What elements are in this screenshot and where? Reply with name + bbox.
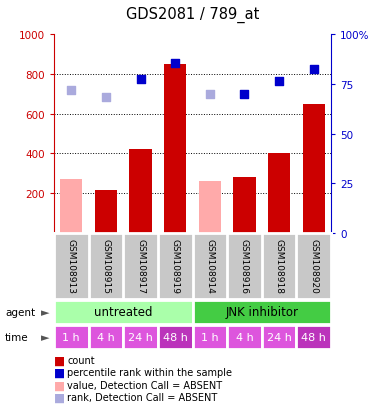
- Point: [137, 76, 144, 83]
- Text: agent: agent: [5, 307, 35, 317]
- Text: ■: ■: [54, 378, 65, 392]
- Bar: [123, 325, 158, 349]
- Text: count: count: [67, 355, 95, 365]
- Bar: [60, 180, 82, 233]
- Point: [311, 66, 317, 73]
- Text: GSM108920: GSM108920: [309, 239, 318, 293]
- Text: ►: ►: [41, 332, 50, 342]
- Bar: [164, 65, 186, 233]
- Text: 1 h: 1 h: [62, 332, 80, 342]
- Text: 48 h: 48 h: [163, 332, 187, 342]
- Point: [68, 87, 74, 94]
- Bar: [199, 182, 221, 233]
- Text: GSM108918: GSM108918: [275, 239, 284, 294]
- Text: 4 h: 4 h: [97, 332, 115, 342]
- Bar: [158, 325, 192, 349]
- Bar: [268, 154, 290, 233]
- Text: ►: ►: [41, 307, 50, 317]
- Bar: [95, 191, 117, 233]
- Bar: [192, 300, 331, 324]
- Text: GSM108915: GSM108915: [101, 239, 110, 294]
- Bar: [262, 325, 296, 349]
- Bar: [303, 104, 325, 233]
- Text: GSM108919: GSM108919: [171, 239, 180, 294]
- Text: time: time: [5, 332, 28, 342]
- Text: ■: ■: [54, 366, 65, 379]
- Point: [241, 91, 248, 98]
- Bar: [54, 325, 89, 349]
- Text: 4 h: 4 h: [236, 332, 253, 342]
- Point: [276, 78, 282, 85]
- Text: rank, Detection Call = ABSENT: rank, Detection Call = ABSENT: [67, 392, 218, 402]
- Text: GSM108917: GSM108917: [136, 239, 145, 294]
- Text: ■: ■: [54, 354, 65, 367]
- Bar: [89, 325, 123, 349]
- Text: GSM108914: GSM108914: [205, 239, 214, 293]
- Point: [103, 94, 109, 101]
- Text: value, Detection Call = ABSENT: value, Detection Call = ABSENT: [67, 380, 223, 390]
- Point: [207, 91, 213, 98]
- Text: GSM108916: GSM108916: [240, 239, 249, 294]
- Text: ■: ■: [54, 391, 65, 404]
- Bar: [233, 178, 256, 233]
- Text: GSM108913: GSM108913: [67, 239, 76, 294]
- Text: untreated: untreated: [94, 306, 152, 319]
- Text: 1 h: 1 h: [201, 332, 219, 342]
- Bar: [129, 150, 152, 233]
- Bar: [192, 325, 227, 349]
- Text: 24 h: 24 h: [267, 332, 291, 342]
- Point: [172, 61, 178, 67]
- Text: GDS2081 / 789_at: GDS2081 / 789_at: [126, 6, 259, 23]
- Text: 24 h: 24 h: [128, 332, 153, 342]
- Text: 48 h: 48 h: [301, 332, 326, 342]
- Bar: [296, 325, 331, 349]
- Text: JNK inhibitor: JNK inhibitor: [225, 306, 298, 319]
- Text: percentile rank within the sample: percentile rank within the sample: [67, 368, 233, 377]
- Bar: [54, 300, 192, 324]
- Bar: [227, 325, 262, 349]
